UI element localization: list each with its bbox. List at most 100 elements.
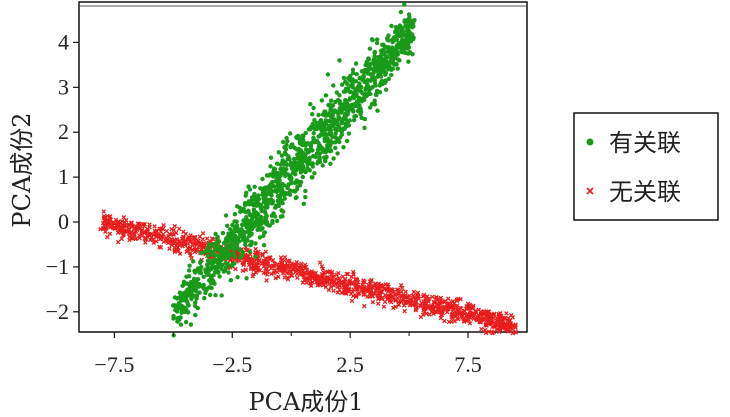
data-point [337, 287, 342, 292]
data-point [291, 167, 297, 172]
data-point [258, 218, 263, 223]
data-point [132, 226, 137, 232]
data-point [317, 151, 322, 156]
data-point [158, 235, 164, 241]
data-point [281, 209, 286, 214]
data-point [311, 131, 316, 136]
data-point [317, 260, 323, 265]
data-point [398, 9, 404, 15]
data-point [362, 125, 367, 131]
legend: 有关联 无关联 [573, 112, 719, 221]
data-point [385, 62, 390, 68]
data-point [294, 135, 299, 141]
data-point [240, 268, 246, 274]
data-point [312, 118, 317, 123]
legend-marker-cross-icon [586, 187, 594, 195]
data-point [375, 108, 380, 113]
data-point [339, 290, 344, 296]
data-point [378, 63, 383, 68]
data-point [331, 288, 336, 294]
data-point [108, 224, 114, 229]
data-point [398, 282, 404, 288]
data-point [210, 252, 215, 258]
data-point [350, 70, 356, 76]
data-point [286, 182, 291, 187]
data-point [177, 251, 183, 256]
data-point [510, 330, 515, 336]
data-point [237, 247, 242, 253]
data-point [482, 327, 488, 333]
data-point [262, 259, 268, 264]
data-point [267, 223, 272, 228]
data-point [470, 305, 476, 310]
data-point [386, 76, 391, 82]
data-point [317, 134, 322, 139]
data-point [436, 306, 441, 312]
data-point [407, 297, 413, 303]
data-point [195, 282, 201, 287]
series-unrelated [98, 209, 519, 336]
data-point [322, 136, 327, 141]
x-tick-label: −7.5 [94, 352, 134, 377]
data-point [261, 233, 266, 239]
data-point [253, 254, 258, 259]
data-point [308, 143, 313, 148]
data-point [386, 284, 391, 289]
data-point [444, 307, 450, 312]
data-point [366, 282, 371, 288]
data-point [303, 266, 308, 271]
data-point [505, 323, 511, 329]
data-point [303, 195, 308, 200]
data-point [201, 240, 207, 246]
data-point [255, 227, 260, 232]
data-point [133, 236, 139, 241]
data-point [289, 273, 294, 279]
data-point [288, 269, 293, 275]
data-point [175, 319, 180, 324]
data-point [321, 149, 326, 154]
data-point [309, 269, 315, 274]
data-point [287, 192, 293, 197]
data-point [391, 55, 397, 60]
data-point [303, 143, 308, 148]
data-point [145, 226, 150, 232]
data-point [369, 291, 374, 296]
data-point [298, 267, 303, 273]
data-point [207, 285, 212, 290]
data-point [317, 157, 322, 162]
data-point [243, 248, 249, 253]
data-point [364, 286, 369, 291]
data-point [366, 57, 372, 62]
data-point [285, 277, 291, 282]
data-point [130, 235, 135, 241]
data-point [357, 85, 362, 90]
data-point [186, 274, 192, 279]
data-point [302, 277, 307, 283]
data-point [240, 208, 245, 213]
data-point [188, 322, 194, 327]
data-point [419, 300, 424, 306]
data-point [446, 319, 452, 325]
data-point [462, 308, 467, 314]
data-point [170, 303, 176, 308]
x-axis-ticks: −7.5 −2.5 2.5 7.5 [94, 332, 482, 377]
data-point [406, 21, 411, 26]
data-point [253, 241, 258, 246]
data-point [372, 98, 377, 103]
data-point [333, 135, 339, 140]
data-point [230, 222, 235, 228]
data-point [206, 258, 211, 264]
data-point [290, 170, 296, 176]
data-point [244, 215, 249, 220]
data-point [271, 166, 277, 171]
data-point [188, 252, 193, 258]
data-point [374, 37, 380, 42]
data-point [233, 228, 239, 234]
data-point [365, 77, 370, 83]
data-point [277, 266, 282, 271]
data-point [254, 199, 259, 204]
data-point [282, 190, 287, 195]
data-point [363, 87, 368, 93]
data-point [411, 35, 416, 40]
data-point [149, 231, 154, 237]
